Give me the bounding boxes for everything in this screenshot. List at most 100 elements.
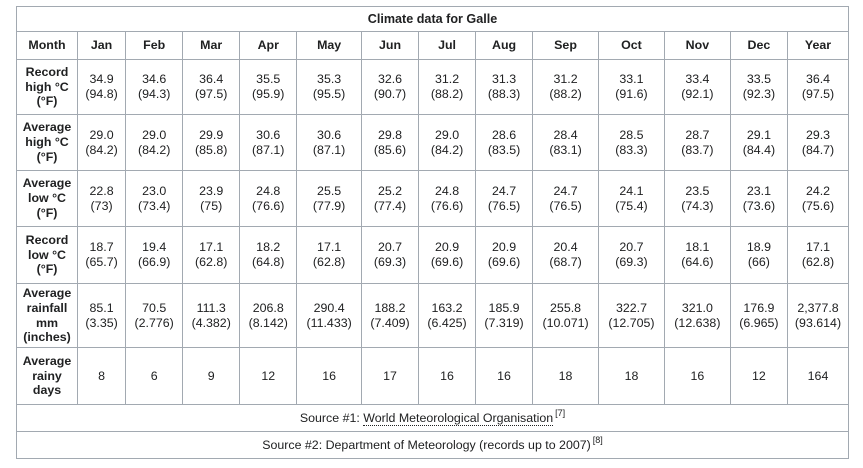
cell-value: 24.1	[619, 183, 644, 198]
cell-record-low-year: 17.1 (62.8)	[787, 226, 849, 284]
source-2-ref[interactable]: [8]	[592, 435, 603, 446]
cell-value-converted: (91.6)	[615, 87, 648, 101]
cell-value: 17.1	[199, 240, 224, 255]
cell-average-high-feb: 29.0 (84.2)	[125, 114, 184, 171]
row-label-line: mm	[35, 315, 59, 330]
row-label-line: high °C	[25, 135, 69, 150]
cell-average-rainfall-jul: 163.2 (6.425)	[418, 283, 477, 348]
cell-value: 23.9	[199, 183, 224, 198]
source-2-text: Source #2: Department of Meteorology (re…	[262, 437, 591, 452]
cell-record-low-apr: 18.2 (64.8)	[239, 226, 298, 284]
row-label-line: (inches)	[23, 330, 71, 345]
cell-value: 34.6	[142, 72, 167, 87]
cell-value-converted: (3.35)	[85, 315, 118, 330]
cell-average-low-year: 24.2 (75.6)	[787, 170, 849, 227]
cell-value-converted: (6.965)	[739, 315, 779, 330]
cell-value-converted: (88.2)	[430, 87, 464, 101]
table-caption: Climate data for Galle	[16, 6, 849, 31]
row-label-average-rainfall: Average rainfall mm (inches)	[16, 283, 78, 348]
cell-record-low-sep: 20.4 (68.7)	[532, 226, 599, 284]
cell-value-converted: (74.3)	[681, 198, 714, 213]
cell-value-converted: (68.7)	[549, 255, 582, 269]
cell-value: 17.1	[317, 240, 342, 255]
cell-value: 28.4	[553, 127, 578, 142]
cell-average-high-year: 29.3 (84.7)	[787, 114, 849, 171]
cell-value: 24.2	[805, 183, 831, 198]
cell-value: 23.1	[746, 183, 771, 198]
cell-value-converted: (88.3)	[487, 87, 521, 101]
header-month-nov: Nov	[663, 31, 731, 60]
cell-value-converted: (66)	[747, 255, 770, 269]
cell-value: 185.9	[488, 300, 520, 315]
cell-record-low-mar: 17.1 (62.8)	[182, 226, 241, 284]
cell-average-rainfall-jan: 85.1 (3.35)	[76, 283, 127, 348]
cell-average-rainfall-may: 290.4 (11.433)	[296, 283, 362, 348]
row-label-line: Average	[22, 120, 72, 135]
cell-value-converted: (73.4)	[137, 198, 171, 213]
row-label-line: rainy	[32, 368, 62, 383]
cell-value: 321.0	[681, 300, 713, 315]
cell-value-converted: (7.319)	[484, 315, 524, 330]
row-label-line: (°F)	[36, 262, 58, 277]
cell-value: 36.4	[805, 72, 831, 87]
source-2: Source #2: Department of Meteorology (re…	[16, 431, 849, 459]
cell-value-converted: (77.9)	[312, 198, 346, 213]
cell-average-low-mar: 23.9 (75)	[182, 170, 241, 227]
cell-value: 9	[207, 368, 215, 383]
cell-average-high-mar: 29.9 (85.8)	[182, 114, 241, 171]
header-month-jan: Jan	[76, 31, 127, 60]
cell-value: 18.2	[256, 240, 281, 255]
cell-value-converted: (62.8)	[312, 255, 346, 269]
cell-value-converted: (75.6)	[801, 198, 835, 213]
cell-average-low-apr: 24.8 (76.6)	[239, 170, 298, 227]
cell-value-converted: (66.9)	[137, 255, 171, 269]
cell-value-converted: (94.8)	[85, 87, 118, 101]
cell-value-converted: (11.433)	[306, 315, 352, 330]
cell-value: 29.3	[805, 127, 831, 142]
cell-value: 29.0	[434, 127, 460, 142]
cell-record-low-jul: 20.9 (69.6)	[418, 226, 477, 284]
cell-average-low-jun: 25.2 (77.4)	[360, 170, 420, 227]
cell-record-low-feb: 19.4 (66.9)	[125, 226, 184, 284]
cell-average-low-jul: 24.8 (76.6)	[418, 170, 477, 227]
source-1-link[interactable]: World Meteorological Organisation	[363, 410, 554, 426]
cell-value: 25.2	[377, 183, 403, 198]
row-label-average-high: Average high °C (°F)	[16, 114, 78, 171]
cell-value: 17	[383, 368, 397, 383]
cell-average-high-jul: 29.0 (84.2)	[418, 114, 477, 171]
cell-record-high-feb: 34.6 (94.3)	[125, 59, 184, 115]
cell-value-converted: (77.4)	[373, 198, 407, 213]
cell-value-converted: (95.9)	[252, 87, 285, 101]
cell-average-rainy-days-mar: 9	[182, 347, 241, 405]
row-label-line: (°F)	[36, 149, 58, 164]
cell-value: 12	[752, 368, 766, 383]
cell-value: 18	[624, 368, 639, 383]
cell-value: 31.3	[492, 72, 517, 87]
cell-value: 29.8	[377, 127, 403, 142]
cell-record-low-jun: 20.7 (69.3)	[360, 226, 420, 284]
cell-value: 16	[440, 368, 454, 383]
cell-value-converted: (92.3)	[742, 87, 776, 101]
header-month-sep: Sep	[532, 31, 599, 60]
cell-average-rainy-days-may: 16	[296, 347, 362, 405]
header-month-jun: Jun	[360, 31, 420, 60]
cell-value-converted: (12.638)	[674, 315, 721, 330]
cell-value: 176.9	[743, 300, 775, 315]
cell-record-high-may: 35.3 (95.5)	[296, 59, 362, 115]
cell-value: 28.7	[685, 127, 710, 142]
climate-table: Climate data for Galle Month Jan Feb Mar…	[16, 6, 849, 459]
cell-record-low-may: 17.1 (62.8)	[296, 226, 362, 284]
climate-table-container: Climate data for Galle Month Jan Feb Mar…	[16, 6, 849, 459]
cell-value-converted: (85.6)	[373, 142, 407, 157]
cell-value: 25.5	[317, 183, 342, 198]
row-label-line: low °C	[28, 191, 66, 206]
cell-average-low-feb: 23.0 (73.4)	[125, 170, 184, 227]
cell-average-rainfall-sep: 255.8 (10.071)	[532, 283, 599, 348]
source-1-ref[interactable]: [7]	[555, 408, 566, 419]
cell-average-rainy-days-dec: 12	[729, 347, 789, 405]
cell-value-converted: (73.6)	[742, 198, 776, 213]
cell-average-rainfall-nov: 321.0 (12.638)	[663, 283, 731, 348]
cell-value-converted: (76.6)	[252, 198, 285, 213]
cell-value-converted: (93.614)	[794, 315, 842, 330]
cell-average-rainfall-jun: 188.2 (7.409)	[360, 283, 420, 348]
